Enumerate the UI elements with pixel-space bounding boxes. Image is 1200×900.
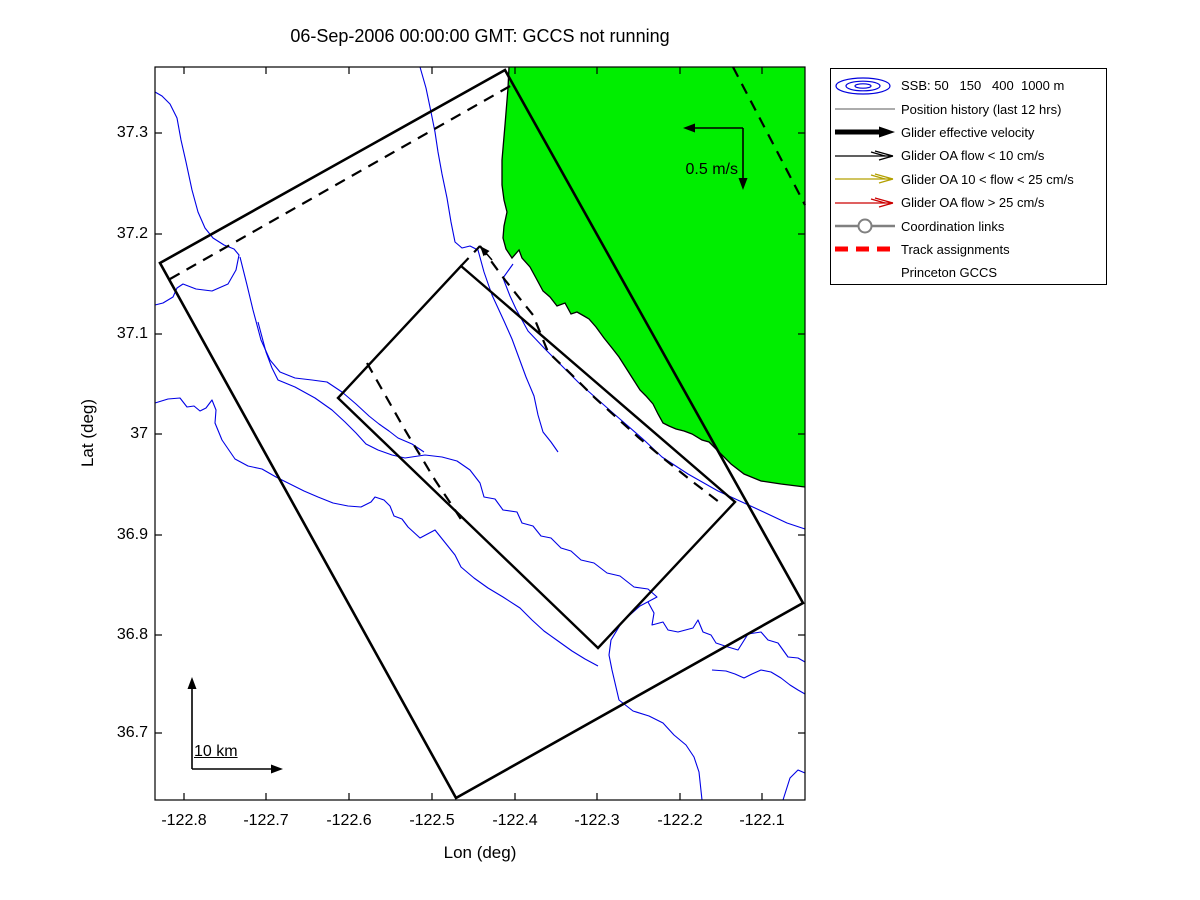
dashed-track-4 (479, 245, 724, 506)
y-tick-label: 37.1 (116, 325, 148, 342)
legend-item: Track assignments (831, 238, 1106, 261)
dashed-track-5 (366, 362, 465, 525)
x-tick-label: -122.6 (326, 812, 372, 829)
x-tick-label: -122.3 (574, 812, 620, 829)
legend-barb-arrow-icon (831, 194, 901, 212)
legend-circle-line-icon (831, 217, 901, 235)
legend-barb-arrow-icon (831, 147, 901, 165)
x-tick-label: -122.5 (409, 812, 455, 829)
x-tick-label: -122.1 (739, 812, 785, 829)
y-tick-label: 37.2 (116, 225, 148, 242)
dashed-track-1 (169, 84, 513, 280)
bathymetry-contour-2 (419, 66, 559, 453)
x-tick-label: -122.7 (243, 812, 289, 829)
bathymetry-contour-9 (782, 769, 806, 801)
bathymetry-contour-5 (239, 256, 425, 453)
legend-item: Glider OA flow < 10 cm/s (831, 144, 1106, 167)
outer-operations-box (158, 68, 805, 800)
legend-ssb-ellipses-icon (831, 77, 901, 95)
y-tick-label: 36.9 (116, 526, 148, 543)
legend-item-label: Glider OA 10 < flow < 25 cm/s (901, 171, 1074, 187)
legend-item: Position history (last 12 hrs) (831, 97, 1106, 120)
x-tick-label: -122.2 (657, 812, 703, 829)
bathymetry-contour-4 (257, 321, 703, 801)
bathymetry-contour-1 (154, 91, 240, 306)
legend-item: SSB: 50 150 400 1000 m (831, 74, 1106, 97)
dashed-track-2 (732, 66, 806, 206)
x-axis-label: Lon (deg) (443, 843, 517, 862)
legend-item-label: Princeton GCCS (901, 265, 998, 281)
apex-arrowhead (480, 246, 490, 257)
legend-item-label: Coordination links (901, 218, 1005, 234)
legend-item-label: Glider OA flow > 25 cm/s (901, 195, 1045, 211)
legend-item-label: Position history (last 12 hrs) (901, 101, 1062, 117)
legend-dashed-icon (831, 240, 901, 258)
legend-item-label: Glider OA flow < 10 cm/s (901, 148, 1045, 164)
x-tick-label: -122.8 (161, 812, 207, 829)
velocity-scale-label: 0.5 m/s (685, 161, 738, 178)
plot-title: 06-Sep-2006 00:00:00 GMT: GCCS not runni… (290, 26, 670, 46)
bathymetry-contour-7 (647, 601, 806, 663)
land-area (502, 67, 805, 487)
x-tick-label: -122.4 (492, 812, 538, 829)
legend-item: Glider OA flow > 25 cm/s (831, 191, 1106, 214)
coastline (501, 66, 806, 488)
distance-scale-up-arrowhead (187, 677, 197, 689)
legend-item: Glider OA 10 < flow < 25 cm/s (831, 168, 1106, 191)
distance-scale-right-arrowhead (271, 764, 283, 774)
y-tick-label: 37 (130, 425, 148, 442)
legend-no-icon (831, 264, 901, 282)
dashed-track-3 (460, 245, 481, 267)
y-tick-label: 36.7 (116, 724, 148, 741)
legend-item: Glider effective velocity (831, 121, 1106, 144)
legend-barb-arrow-icon (831, 170, 901, 188)
legend-box: SSB: 50 150 400 1000 m Position history (… (830, 68, 1107, 285)
legend-thick-arrow-icon (831, 123, 901, 141)
legend-item-label: Track assignments (901, 241, 1010, 257)
distance-scale-label: 10 km (194, 743, 238, 760)
legend-item-label: SSB: 50 150 400 1000 m (901, 78, 1065, 94)
legend-line-icon (831, 100, 901, 118)
legend-item-label: Glider effective velocity (901, 124, 1035, 140)
velocity-scale-left-arrowhead (683, 123, 695, 133)
legend-item: Coordination links (831, 214, 1106, 237)
y-tick-label: 36.8 (116, 626, 148, 643)
bathymetry-contour-6 (154, 397, 599, 667)
y-tick-label: 37.3 (116, 124, 148, 141)
inner-operations-box (336, 264, 737, 650)
bathymetry-contour-8 (711, 669, 806, 695)
legend-item: Princeton GCCS (831, 261, 1106, 284)
velocity-scale-down-arrowhead (738, 178, 748, 190)
